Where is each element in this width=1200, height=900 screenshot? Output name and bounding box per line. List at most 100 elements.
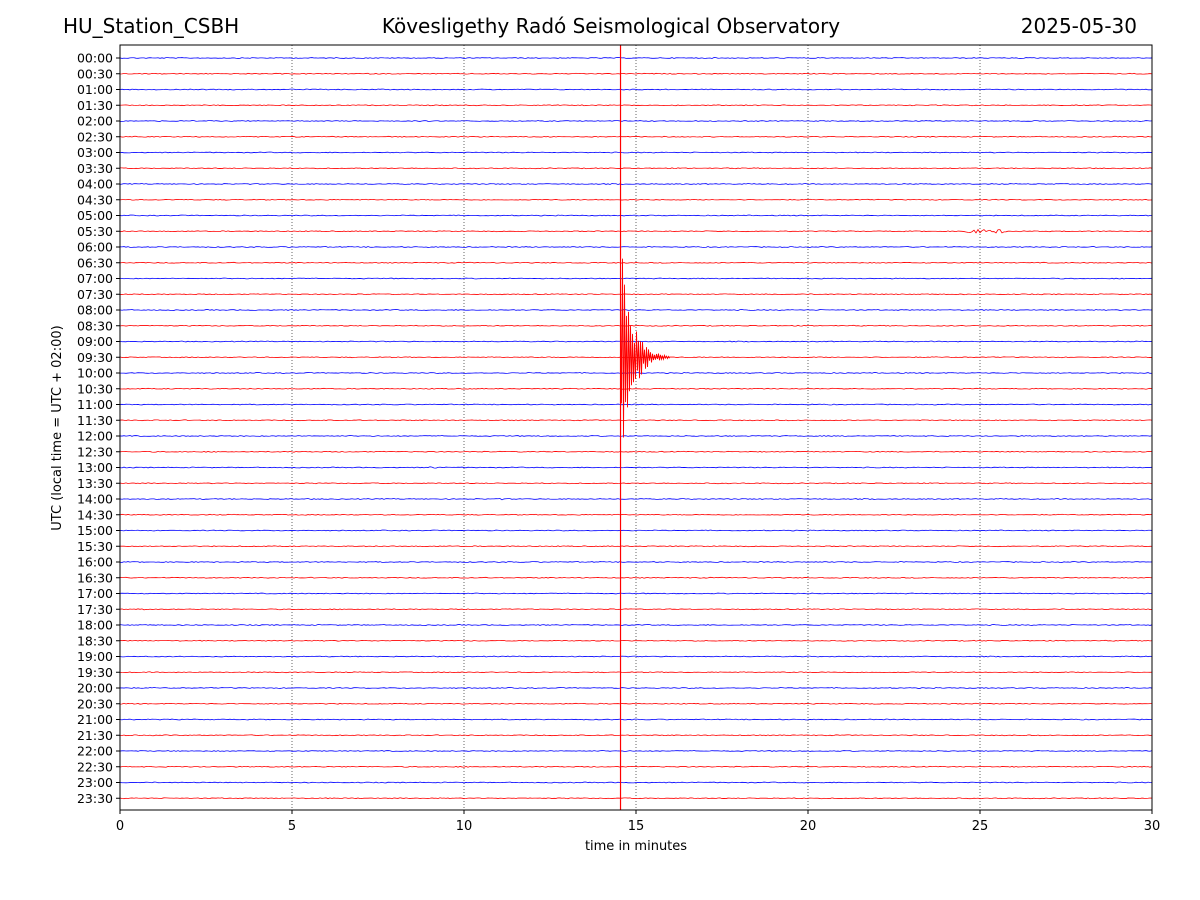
y-tick-label: 20:30 [77, 696, 113, 711]
trace-0500 [119, 214, 1153, 217]
trace-0600 [119, 246, 1153, 248]
y-tick-label: 11:30 [77, 413, 113, 428]
trace-0100 [119, 88, 1153, 91]
y-tick-label: 05:00 [77, 208, 113, 223]
y-tick-label: 22:00 [77, 744, 113, 759]
trace-2230 [119, 765, 1153, 768]
y-tick-label: 12:30 [77, 444, 113, 459]
y-tick-label: 03:30 [77, 161, 113, 176]
y-tick-label: 09:30 [77, 350, 113, 365]
y-tick-label: 08:00 [77, 303, 113, 318]
trace-0330 [119, 167, 1153, 170]
station-name: HU_Station_CSBH [63, 14, 240, 38]
y-tick-label: 07:00 [77, 271, 113, 286]
y-tick-label: 10:30 [77, 381, 113, 396]
trace-1730 [119, 608, 1153, 611]
trace-0030 [119, 72, 1153, 75]
x-tick-label: 25 [972, 819, 989, 834]
seismic-traces [119, 57, 1153, 800]
y-tick-label: 02:30 [77, 129, 113, 144]
trace-1330 [119, 482, 1153, 485]
trace-1100 [119, 403, 1153, 406]
y-tick-label: 08:30 [77, 318, 113, 333]
trace-1800 [119, 624, 1153, 626]
y-tick-label: 12:00 [77, 429, 113, 444]
y-tick-label: 19:00 [77, 649, 113, 664]
grid-lines [291, 45, 981, 810]
x-tick-label: 5 [288, 819, 296, 834]
trace-2200 [119, 750, 1153, 752]
trace-1230 [119, 450, 1153, 453]
y-tick-label: 13:30 [77, 476, 113, 491]
y-tick-label: 03:00 [77, 145, 113, 160]
y-tick-label: 17:30 [77, 602, 113, 617]
y-axis-ticks: 00:0000:3001:0001:3002:0002:3003:0003:30… [77, 51, 120, 806]
trace-0200 [119, 120, 1153, 122]
trace-2000 [119, 687, 1153, 689]
trace-1930 [119, 671, 1153, 674]
y-tick-label: 09:00 [77, 334, 113, 349]
trace-0700 [119, 277, 1153, 280]
trace-0630 [119, 261, 1153, 264]
trace-0300 [119, 151, 1153, 154]
y-tick-label: 22:30 [77, 759, 113, 774]
x-axis-ticks: 0 5 10 15 20 25 30 [116, 810, 1160, 834]
trace-0430 [119, 198, 1153, 201]
trace-0830 [119, 324, 1153, 327]
trace-2100 [119, 718, 1153, 721]
x-tick-label: 30 [1144, 819, 1161, 834]
trace-0000 [119, 57, 1153, 59]
trace-1300 [119, 466, 1153, 469]
x-tick-label: 10 [456, 819, 473, 834]
y-tick-label: 16:30 [77, 570, 113, 585]
y-tick-label: 19:30 [77, 665, 113, 680]
trace-0530 [119, 228, 1153, 234]
y-tick-label: 18:30 [77, 633, 113, 648]
event-coda [620, 258, 670, 438]
trace-1630 [119, 576, 1153, 579]
trace-1530 [119, 545, 1153, 548]
y-tick-label: 06:30 [77, 255, 113, 270]
trace-0730 [119, 293, 1153, 296]
trace-0230 [119, 135, 1153, 138]
y-tick-label: 04:30 [77, 192, 113, 207]
y-tick-label: 10:00 [77, 366, 113, 381]
y-tick-label: 21:30 [77, 728, 113, 743]
y-tick-label: 23:00 [77, 775, 113, 790]
y-tick-label: 17:00 [77, 586, 113, 601]
trace-1400 [119, 498, 1153, 501]
record-date: 2025-05-30 [1020, 14, 1137, 38]
y-tick-label: 11:00 [77, 397, 113, 412]
trace-1430 [119, 513, 1153, 516]
x-tick-label: 15 [628, 819, 645, 834]
y-axis-label: UTC (local time = UTC + 02:00) [50, 325, 65, 530]
trace-1900 [119, 655, 1153, 658]
x-axis-label: time in minutes [585, 839, 687, 854]
trace-1600 [119, 561, 1153, 563]
y-tick-label: 15:00 [77, 523, 113, 538]
y-tick-label: 21:00 [77, 712, 113, 727]
trace-1700 [119, 592, 1153, 595]
y-tick-label: 02:00 [77, 114, 113, 129]
y-tick-label: 04:00 [77, 177, 113, 192]
y-tick-label: 00:00 [77, 51, 113, 66]
trace-2030 [119, 702, 1153, 705]
y-tick-label: 20:00 [77, 681, 113, 696]
trace-1830 [119, 639, 1153, 642]
trace-2300 [119, 781, 1153, 784]
trace-2130 [119, 734, 1153, 737]
y-tick-label: 00:30 [77, 66, 113, 81]
trace-0400 [119, 183, 1153, 185]
y-tick-label: 23:30 [77, 791, 113, 806]
trace-1130 [119, 419, 1153, 422]
y-tick-label: 13:00 [77, 460, 113, 475]
trace-1200 [119, 435, 1153, 437]
y-tick-label: 07:30 [77, 287, 113, 302]
y-tick-label: 14:30 [77, 507, 113, 522]
x-tick-label: 0 [116, 819, 124, 834]
y-tick-label: 18:00 [77, 618, 113, 633]
earthquake-event-trace [619, 45, 670, 810]
chart-title: Kövesligethy Radó Seismological Observat… [381, 14, 841, 38]
x-tick-label: 20 [800, 819, 817, 834]
